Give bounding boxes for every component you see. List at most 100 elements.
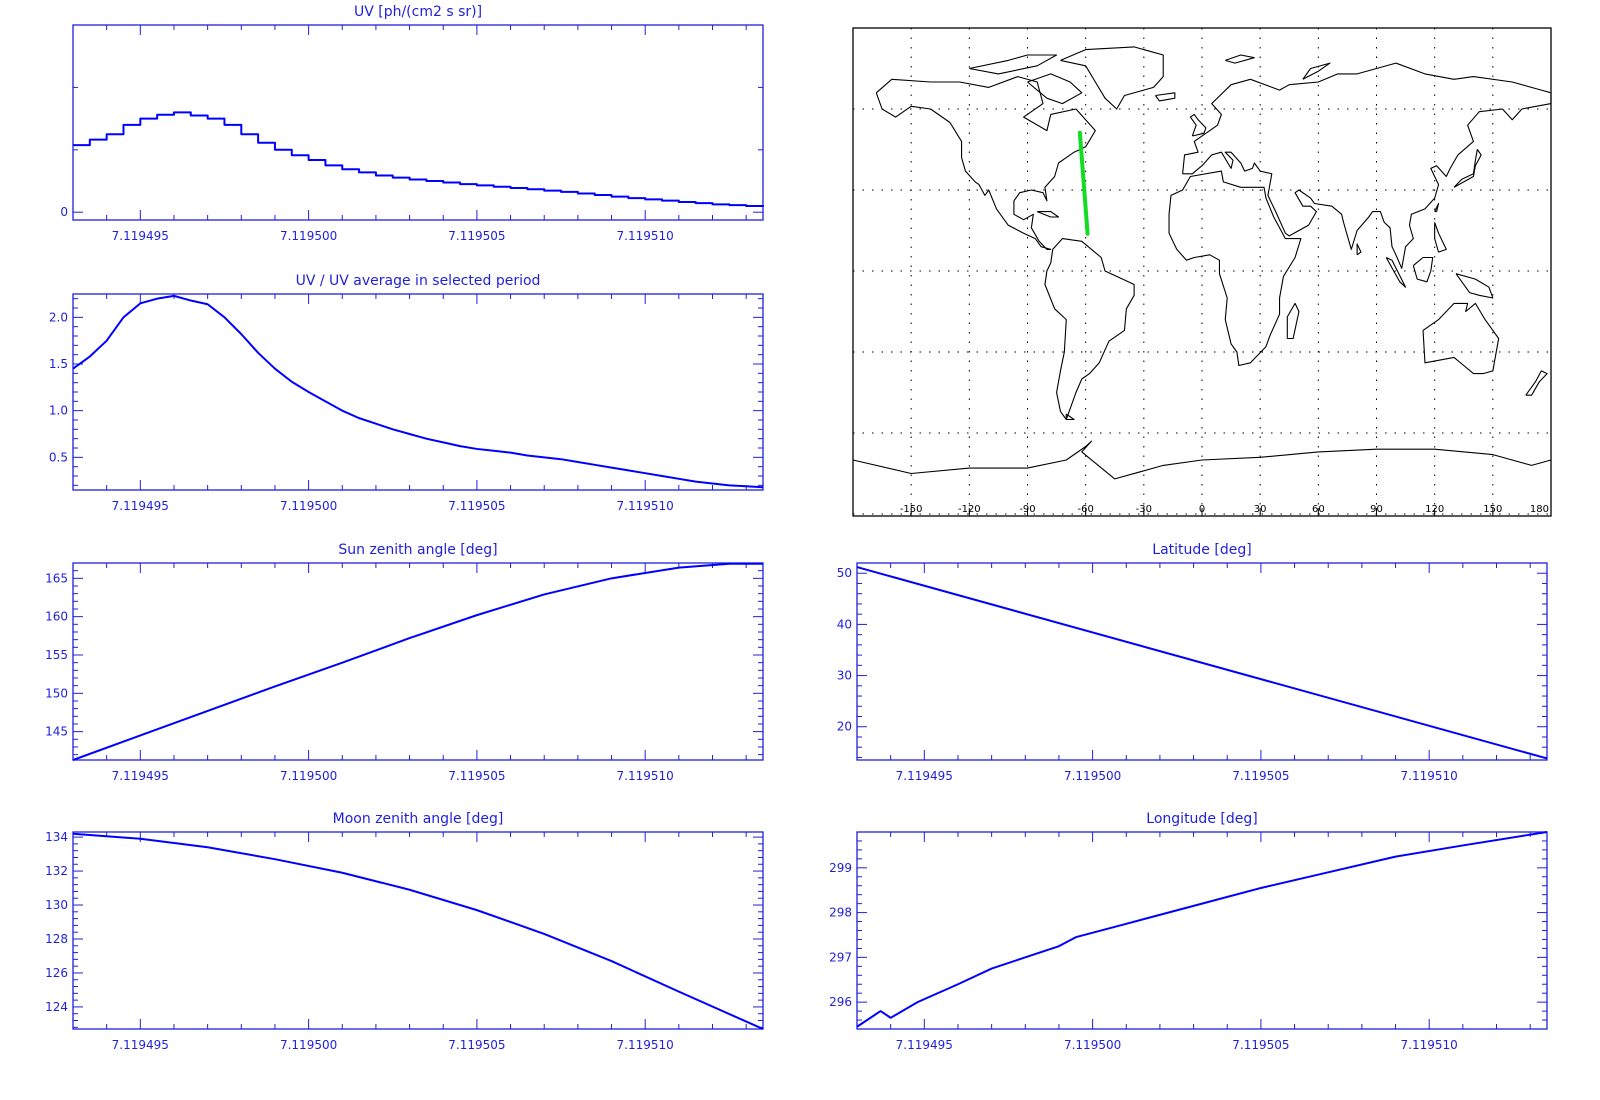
series-line-longitude [856,831,1548,1028]
lon-tick-label: -150 [900,504,923,515]
chart-latitude: Latitude [deg] 7.119495 7.119500 7.119505 7.… [837,542,1548,783]
chart-sun: Sun zenith angle [deg] 7.119495 7.119500 7.… [45,542,764,783]
lon-tick-label: -30 [1136,504,1152,515]
coastline-cuba [1036,211,1060,218]
x-tick-label: 7.119495 [112,1038,169,1052]
map-frame [852,27,1552,517]
y-tick-label: 20 [837,720,852,734]
series-line-sun [72,562,763,761]
plot-frame [72,293,764,491]
x-tick-label: 7.119510 [617,769,674,783]
y-tick-label: 0 [60,205,68,219]
x-tick-label: 7.119500 [280,1038,337,1052]
x-tick-label: 7.119505 [1232,1038,1289,1052]
y-tick-label: 134 [45,830,68,844]
chart-moon: Moon zenith angle [deg] 7.119495 7.119500 7… [45,811,764,1052]
series-line-latitude [856,566,1548,760]
coastline-eurasia [1182,62,1552,269]
lon-tick-label: 60 [1312,504,1325,515]
x-tick-label: 7.119495 [896,769,953,783]
plot-frame [72,562,764,761]
coastline-new-zealand [1525,370,1548,396]
y-tick-label: 160 [45,610,68,624]
coastline-antarctica [852,440,1552,480]
coastline-iceland [1155,92,1176,102]
coastline-baffin [1027,73,1083,105]
x-tick-label: 7.119505 [448,229,505,243]
y-tick-label: 145 [45,725,68,739]
plot-frame [72,831,764,1030]
chart-title: UV [ph/(cm2 s sr)] [354,4,482,20]
chart-uv: UV [ph/(cm2 s sr)] 7.119495 7.119500 7.1195… [60,4,764,243]
y-tick-label: 128 [45,932,68,946]
y-tick-base: 0 [60,205,68,219]
chart-ratio: UV / UV average in selected period 7.1194… [49,273,764,513]
chart-title: Latitude [deg] [1152,542,1251,558]
lon-tick-label: -120 [958,504,981,515]
chart-longitude: Longitude [deg] 7.119495 7.119500 7.119505 7… [829,811,1548,1052]
chart-title: UV / UV average in selected period [296,273,541,289]
coastline-greenland [1060,46,1164,110]
lon-tick-label: -60 [1077,504,1093,515]
x-tick-label: 7.119510 [1401,769,1458,783]
lon-tick-label: 90 [1370,504,1383,515]
ground-track-line [1077,130,1090,236]
chart-title: Moon zenith angle [deg] [333,811,504,827]
coastline-new-guinea [1455,273,1494,299]
y-tick-label: 40 [837,617,852,631]
x-tick-label: 7.119510 [617,1038,674,1052]
coastline-tierra-del-fuego [1065,413,1075,421]
y-tick-label: 298 [829,906,852,920]
y-tick-label: 132 [45,864,68,878]
y-tick-label: 297 [829,950,852,964]
x-tick-label: 7.119505 [1232,769,1289,783]
coastline-sri-lanka [1356,243,1362,256]
plot-frame [856,831,1548,1030]
coastlines [852,46,1552,480]
coastline-arctic-islands [969,54,1058,75]
coastline-north-america [875,76,1096,250]
x-tick-label: 7.119505 [448,769,505,783]
x-tick-label: 7.119500 [1064,769,1121,783]
series-line-moon [72,832,764,1030]
lon-tick-label: 30 [1254,504,1267,515]
y-tick-label: 155 [45,648,68,662]
world-map-panel: -150 -120 -90 -60 -30 0 30 60 90 120 150 180 [852,27,1552,517]
series-line-uv [73,111,764,207]
y-tick-label: 30 [837,669,852,683]
x-tick-label: 7.119495 [896,1038,953,1052]
x-tick-label: 7.119500 [280,229,337,243]
x-tick-label: 7.119495 [112,769,169,783]
coastline-sumatra [1385,257,1407,288]
plot-frame [856,562,1548,761]
y-tick-label: 165 [45,571,68,585]
coastline-south-america [1044,238,1135,421]
lon-tick-label: 0 [1199,504,1205,515]
y-tick-label: 299 [829,861,852,875]
lon-tick-label: 120 [1425,504,1444,515]
x-tick-label: 7.119510 [617,499,674,513]
coastline-borneo [1412,256,1434,283]
y-tick-label: 50 [837,566,852,580]
coastline-japan [1453,148,1482,188]
x-tick-label: 7.119510 [617,229,674,243]
x-tick-label: 7.119505 [448,499,505,513]
coastline-philippines [1434,222,1447,253]
plot-frame [72,24,764,221]
coastline-taiwan [1434,202,1440,213]
y-tick-label: 296 [829,995,852,1009]
lon-tick-label: 180 [1530,504,1549,515]
coastline-madagascar [1286,302,1300,340]
y-tick-label: 124 [45,1000,68,1014]
y-tick-label: 1.0 [49,404,68,418]
chart-title: Sun zenith angle [deg] [338,542,497,558]
lon-tick-label: 150 [1483,504,1502,515]
coastline-svalbard [1225,54,1255,64]
coastline-africa [1168,170,1302,367]
y-tick-label: 1.5 [49,357,68,371]
charts-layer: UV [ph/(cm2 s sr)] 7.119495 7.119500 7.1195… [45,4,1548,1052]
y-tick-label: 150 [45,686,68,700]
x-tick-label: 7.119500 [280,769,337,783]
lon-tick-label: -90 [1019,504,1035,515]
x-tick-label: 7.119510 [1401,1038,1458,1052]
